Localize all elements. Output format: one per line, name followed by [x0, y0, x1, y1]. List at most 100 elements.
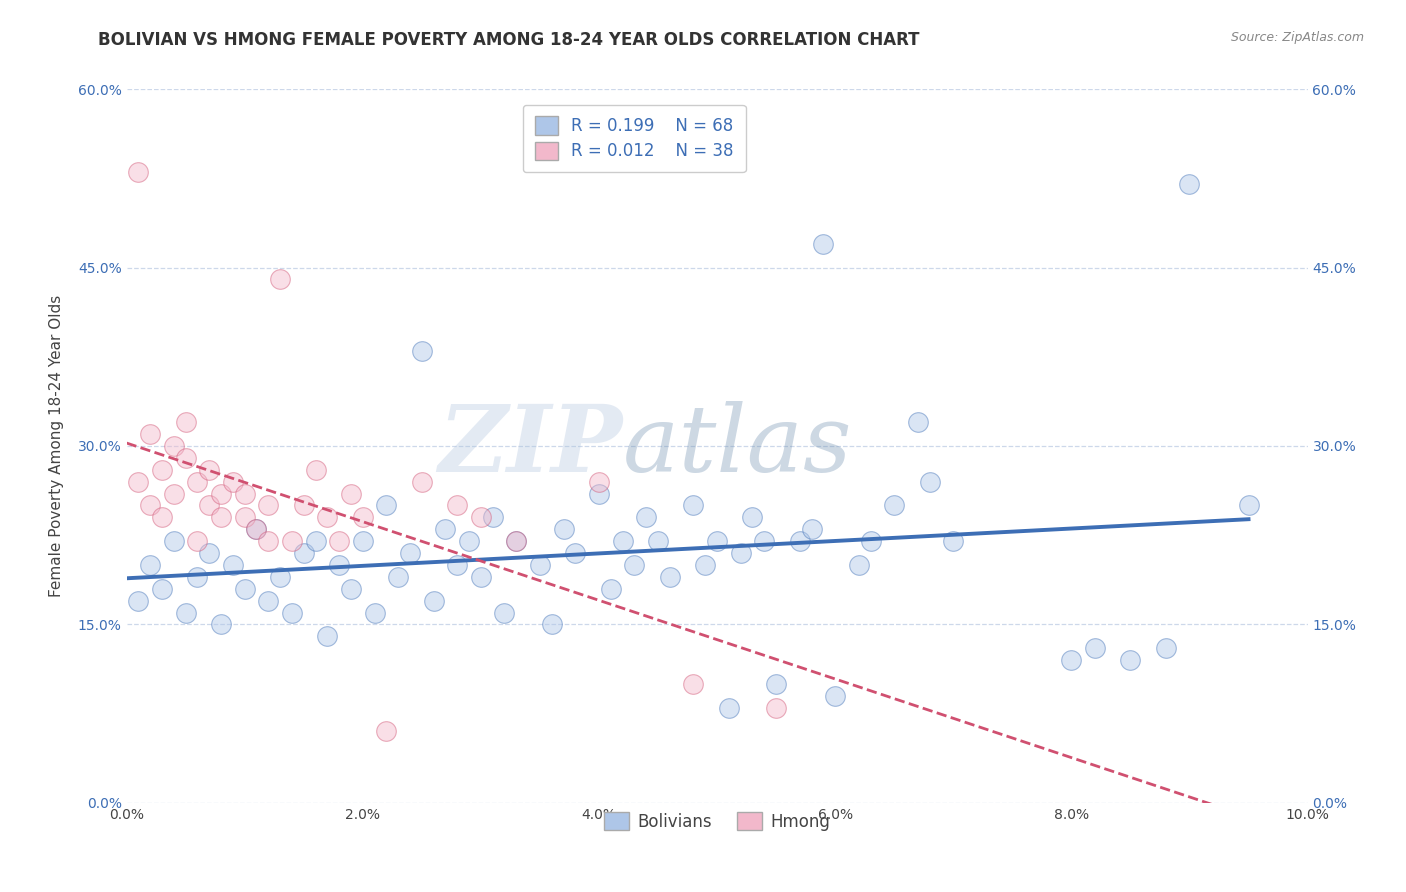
Point — [209, 617, 232, 632]
Point — [529, 558, 551, 572]
Point — [859, 534, 882, 549]
Point — [198, 499, 221, 513]
Point — [174, 415, 197, 429]
Point — [233, 582, 256, 596]
Point — [706, 534, 728, 549]
Point — [198, 546, 221, 560]
Point — [198, 463, 221, 477]
Point — [481, 510, 503, 524]
Text: Source: ZipAtlas.com: Source: ZipAtlas.com — [1230, 31, 1364, 45]
Point — [682, 499, 704, 513]
Text: ZIP: ZIP — [439, 401, 623, 491]
Point — [245, 522, 267, 536]
Point — [127, 593, 149, 607]
Point — [446, 499, 468, 513]
Point — [363, 606, 385, 620]
Point — [754, 534, 776, 549]
Point — [494, 606, 516, 620]
Point — [127, 165, 149, 179]
Point — [304, 463, 326, 477]
Point — [599, 582, 621, 596]
Point — [304, 534, 326, 549]
Point — [328, 558, 350, 572]
Point — [174, 606, 197, 620]
Point — [233, 510, 256, 524]
Point — [245, 522, 267, 536]
Point — [186, 475, 208, 489]
Point — [553, 522, 575, 536]
Text: atlas: atlas — [623, 401, 852, 491]
Point — [281, 606, 304, 620]
Point — [1119, 653, 1142, 667]
Point — [186, 570, 208, 584]
Point — [658, 570, 681, 584]
Point — [1060, 653, 1083, 667]
Point — [470, 510, 492, 524]
Point — [1154, 641, 1177, 656]
Point — [907, 415, 929, 429]
Point — [174, 450, 197, 465]
Point — [139, 558, 162, 572]
Point — [765, 677, 787, 691]
Point — [316, 629, 339, 643]
Point — [647, 534, 669, 549]
Point — [375, 724, 398, 739]
Point — [1237, 499, 1260, 513]
Point — [328, 534, 350, 549]
Point — [209, 486, 232, 500]
Point — [139, 499, 162, 513]
Point — [789, 534, 811, 549]
Point — [222, 558, 245, 572]
Point — [883, 499, 905, 513]
Legend: Bolivians, Hmong: Bolivians, Hmong — [598, 805, 837, 838]
Point — [434, 522, 457, 536]
Point — [233, 486, 256, 500]
Point — [824, 689, 846, 703]
Point — [682, 677, 704, 691]
Point — [257, 593, 280, 607]
Point — [695, 558, 717, 572]
Point — [127, 475, 149, 489]
Point — [411, 475, 433, 489]
Point — [813, 236, 835, 251]
Point — [612, 534, 634, 549]
Point — [765, 700, 787, 714]
Point — [588, 486, 610, 500]
Point — [222, 475, 245, 489]
Point — [470, 570, 492, 584]
Point — [292, 546, 315, 560]
Point — [269, 570, 291, 584]
Point — [422, 593, 444, 607]
Point — [281, 534, 304, 549]
Y-axis label: Female Poverty Among 18-24 Year Olds: Female Poverty Among 18-24 Year Olds — [49, 295, 63, 597]
Point — [564, 546, 586, 560]
Point — [139, 427, 162, 442]
Point — [1084, 641, 1107, 656]
Point — [292, 499, 315, 513]
Point — [800, 522, 823, 536]
Point — [1178, 178, 1201, 192]
Point — [150, 510, 173, 524]
Point — [150, 582, 173, 596]
Point — [316, 510, 339, 524]
Point — [918, 475, 941, 489]
Point — [399, 546, 422, 560]
Point — [186, 534, 208, 549]
Point — [540, 617, 562, 632]
Point — [163, 486, 186, 500]
Text: BOLIVIAN VS HMONG FEMALE POVERTY AMONG 18-24 YEAR OLDS CORRELATION CHART: BOLIVIAN VS HMONG FEMALE POVERTY AMONG 1… — [98, 31, 920, 49]
Point — [257, 534, 280, 549]
Point — [352, 534, 374, 549]
Point — [411, 343, 433, 358]
Point — [636, 510, 658, 524]
Point — [340, 486, 363, 500]
Point — [730, 546, 752, 560]
Point — [209, 510, 232, 524]
Point — [505, 534, 527, 549]
Point — [257, 499, 280, 513]
Point — [942, 534, 965, 549]
Point — [150, 463, 173, 477]
Point — [163, 439, 186, 453]
Point — [163, 534, 186, 549]
Point — [623, 558, 645, 572]
